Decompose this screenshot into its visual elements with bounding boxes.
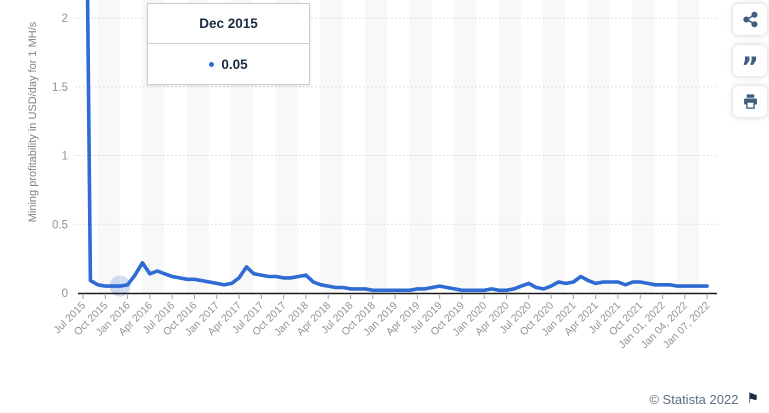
tooltip-value: 0.05	[221, 56, 248, 72]
cite-button[interactable]: ”	[733, 45, 767, 81]
y-tick-label: 1.5	[52, 82, 68, 94]
copyright-text[interactable]: © Statista 2022	[649, 391, 739, 407]
tooltip-date: Dec 2015	[148, 4, 309, 44]
chart-toolbar: ”	[733, 4, 767, 117]
y-tick-label: 2	[62, 13, 68, 25]
plot-stripe	[587, 0, 610, 293]
y-axis-title: Mining profitability in USD/day for 1 MH…	[27, 21, 39, 222]
y-tick-label: 1	[62, 151, 68, 163]
plot-stripe	[97, 0, 120, 293]
chart-tooltip: Dec 2015 0.05	[147, 3, 310, 85]
tooltip-value-row: 0.05	[148, 44, 309, 84]
y-tick-label: 0.5	[52, 219, 68, 231]
share-button[interactable]	[733, 4, 767, 35]
footer: © Statista 2022 ⚑	[649, 391, 759, 407]
plot-stripe	[543, 0, 566, 293]
plot-stripe	[676, 0, 700, 293]
series-bullet-icon	[209, 61, 215, 67]
flag-icon[interactable]: ⚑	[746, 391, 759, 407]
data-line	[85, 0, 709, 293]
plot-stripe	[498, 0, 521, 293]
plot-stripe	[632, 0, 655, 293]
plot-stripe	[364, 0, 388, 293]
share-icon	[742, 11, 759, 28]
print-icon	[742, 93, 759, 110]
plot-stripe	[320, 0, 343, 293]
y-tick-label: 0	[62, 288, 68, 300]
print-button[interactable]	[733, 86, 767, 117]
plot-stripe	[409, 0, 432, 293]
plot-stripe	[453, 0, 477, 293]
